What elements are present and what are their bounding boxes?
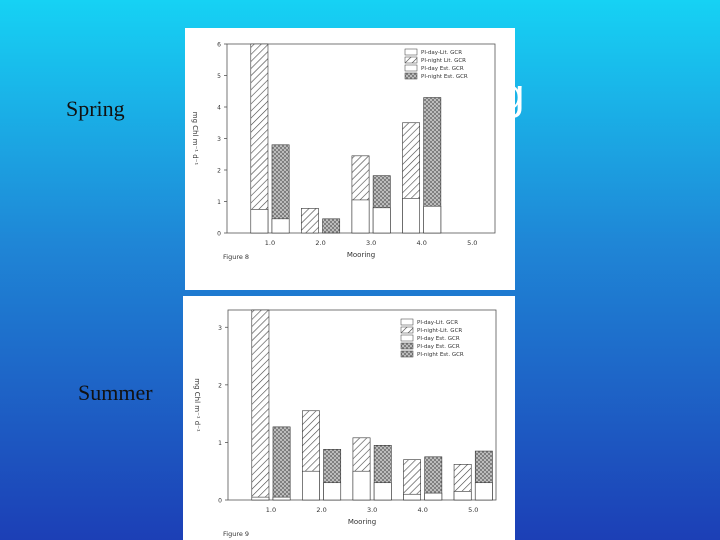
legend-swatch bbox=[404, 56, 418, 64]
figure-label: Figure 9 bbox=[223, 530, 249, 538]
bar-day-lit bbox=[352, 470, 371, 501]
legend-entry: PI-day-Lit. GCR bbox=[421, 50, 462, 56]
y-tick-label: 0 bbox=[218, 498, 222, 505]
summer-chart-panel: 0 1 2 3 1.0 2.0 3.0 4.0 5.0 Mooring mg Chl m⁻¹ d⁻¹… bbox=[183, 296, 515, 540]
bar-day-est bbox=[373, 482, 392, 501]
bar-day-est bbox=[271, 218, 290, 234]
bar-day-lit bbox=[403, 493, 421, 501]
bar-night-lit bbox=[301, 208, 319, 234]
spring-chart-panel: 0 1 2 3 4 5 6 1.0 2.0 3.0 4.0 5.0 Mooring mg Chl m⁻¹ … bbox=[185, 28, 515, 290]
legend-entry: PI-day Est. GCR bbox=[421, 66, 464, 72]
summer-bar-chart: 0 1 2 3 1.0 2.0 3.0 4.0 5.0 Mooring mg Chl m⁻¹ d⁻¹… bbox=[193, 309, 497, 538]
x-tick-label: 4.0 bbox=[418, 506, 428, 514]
legend-swatch bbox=[404, 48, 418, 56]
bar-day-lit bbox=[402, 198, 420, 234]
legend-swatch bbox=[400, 350, 414, 358]
y-tick-label: 2 bbox=[218, 382, 222, 389]
x-tick-label: 5.0 bbox=[467, 239, 477, 247]
legend-swatch bbox=[400, 342, 414, 350]
bar-night-lit bbox=[250, 43, 269, 234]
x-axis-label: Mooring bbox=[347, 251, 375, 259]
spring-label: Spring bbox=[66, 96, 125, 121]
legend-swatch bbox=[404, 72, 418, 80]
legend-entry: PI-day-Lit. GCR bbox=[417, 320, 458, 326]
x-tick-label: 1.0 bbox=[265, 239, 275, 247]
y-tick-label: 0 bbox=[217, 231, 221, 238]
y-tick-label: 1 bbox=[217, 199, 221, 206]
legend-entry: PI-day Est. GCR bbox=[417, 344, 460, 350]
bar-day-est bbox=[323, 482, 342, 501]
y-tick-label: 3 bbox=[218, 325, 222, 332]
x-tick-label: 1.0 bbox=[266, 506, 276, 514]
legend-entry: PI-night Est. GCR bbox=[417, 352, 464, 358]
y-tick-label: 2 bbox=[217, 168, 221, 175]
bar-day-est bbox=[423, 205, 442, 234]
x-tick-label: 3.0 bbox=[366, 239, 376, 247]
y-tick-label: 1 bbox=[218, 440, 222, 447]
x-tick-label: 3.0 bbox=[367, 506, 377, 514]
y-axis-label: mg Chl m⁻¹ d⁻¹ bbox=[191, 112, 199, 166]
bar-day-lit bbox=[251, 496, 270, 501]
y-axis-label: mg Chl m⁻¹ d⁻¹ bbox=[193, 378, 201, 432]
y-tick-label: 3 bbox=[217, 136, 221, 143]
summer-label: Summer bbox=[78, 380, 153, 405]
y-tick-label: 4 bbox=[217, 105, 221, 112]
y-tick-label: 5 bbox=[217, 73, 221, 80]
spring-bar-chart: 0 1 2 3 4 5 6 1.0 2.0 3.0 4.0 5.0 Mooring mg Chl m⁻¹ … bbox=[191, 42, 496, 261]
legend-entry: PI-night Lit. GCR bbox=[421, 58, 466, 64]
legend-swatch bbox=[400, 326, 414, 334]
bar-day-est bbox=[424, 492, 443, 501]
bar-day-lit bbox=[351, 199, 370, 234]
bar-night-est bbox=[272, 426, 291, 501]
bar-day-est bbox=[372, 207, 391, 234]
x-tick-label: 2.0 bbox=[316, 506, 326, 514]
x-tick-label: 4.0 bbox=[417, 239, 427, 247]
bar-night-est bbox=[322, 218, 341, 234]
figure-label: Figure 8 bbox=[223, 253, 249, 261]
bar-day-lit bbox=[250, 209, 269, 234]
bar-day-est bbox=[272, 496, 291, 501]
x-axis-label: Mooring bbox=[348, 518, 376, 526]
bar-night-lit bbox=[251, 309, 270, 501]
legend-swatch bbox=[400, 318, 414, 326]
legend-entry: PI-night-Lit. GCR bbox=[417, 328, 462, 334]
bar-day-lit bbox=[302, 470, 320, 501]
bar-day-est bbox=[474, 482, 493, 501]
bar-day-lit bbox=[453, 491, 472, 501]
legend-swatch bbox=[404, 64, 418, 72]
legend-entry: PI-day Est. GCR bbox=[417, 336, 460, 342]
legend-entry: PI-night Est. GCR bbox=[421, 74, 468, 80]
legend-swatch bbox=[400, 334, 414, 342]
x-tick-label: 2.0 bbox=[315, 239, 325, 247]
y-tick-label: 6 bbox=[217, 42, 221, 49]
x-tick-label: 5.0 bbox=[468, 506, 478, 514]
